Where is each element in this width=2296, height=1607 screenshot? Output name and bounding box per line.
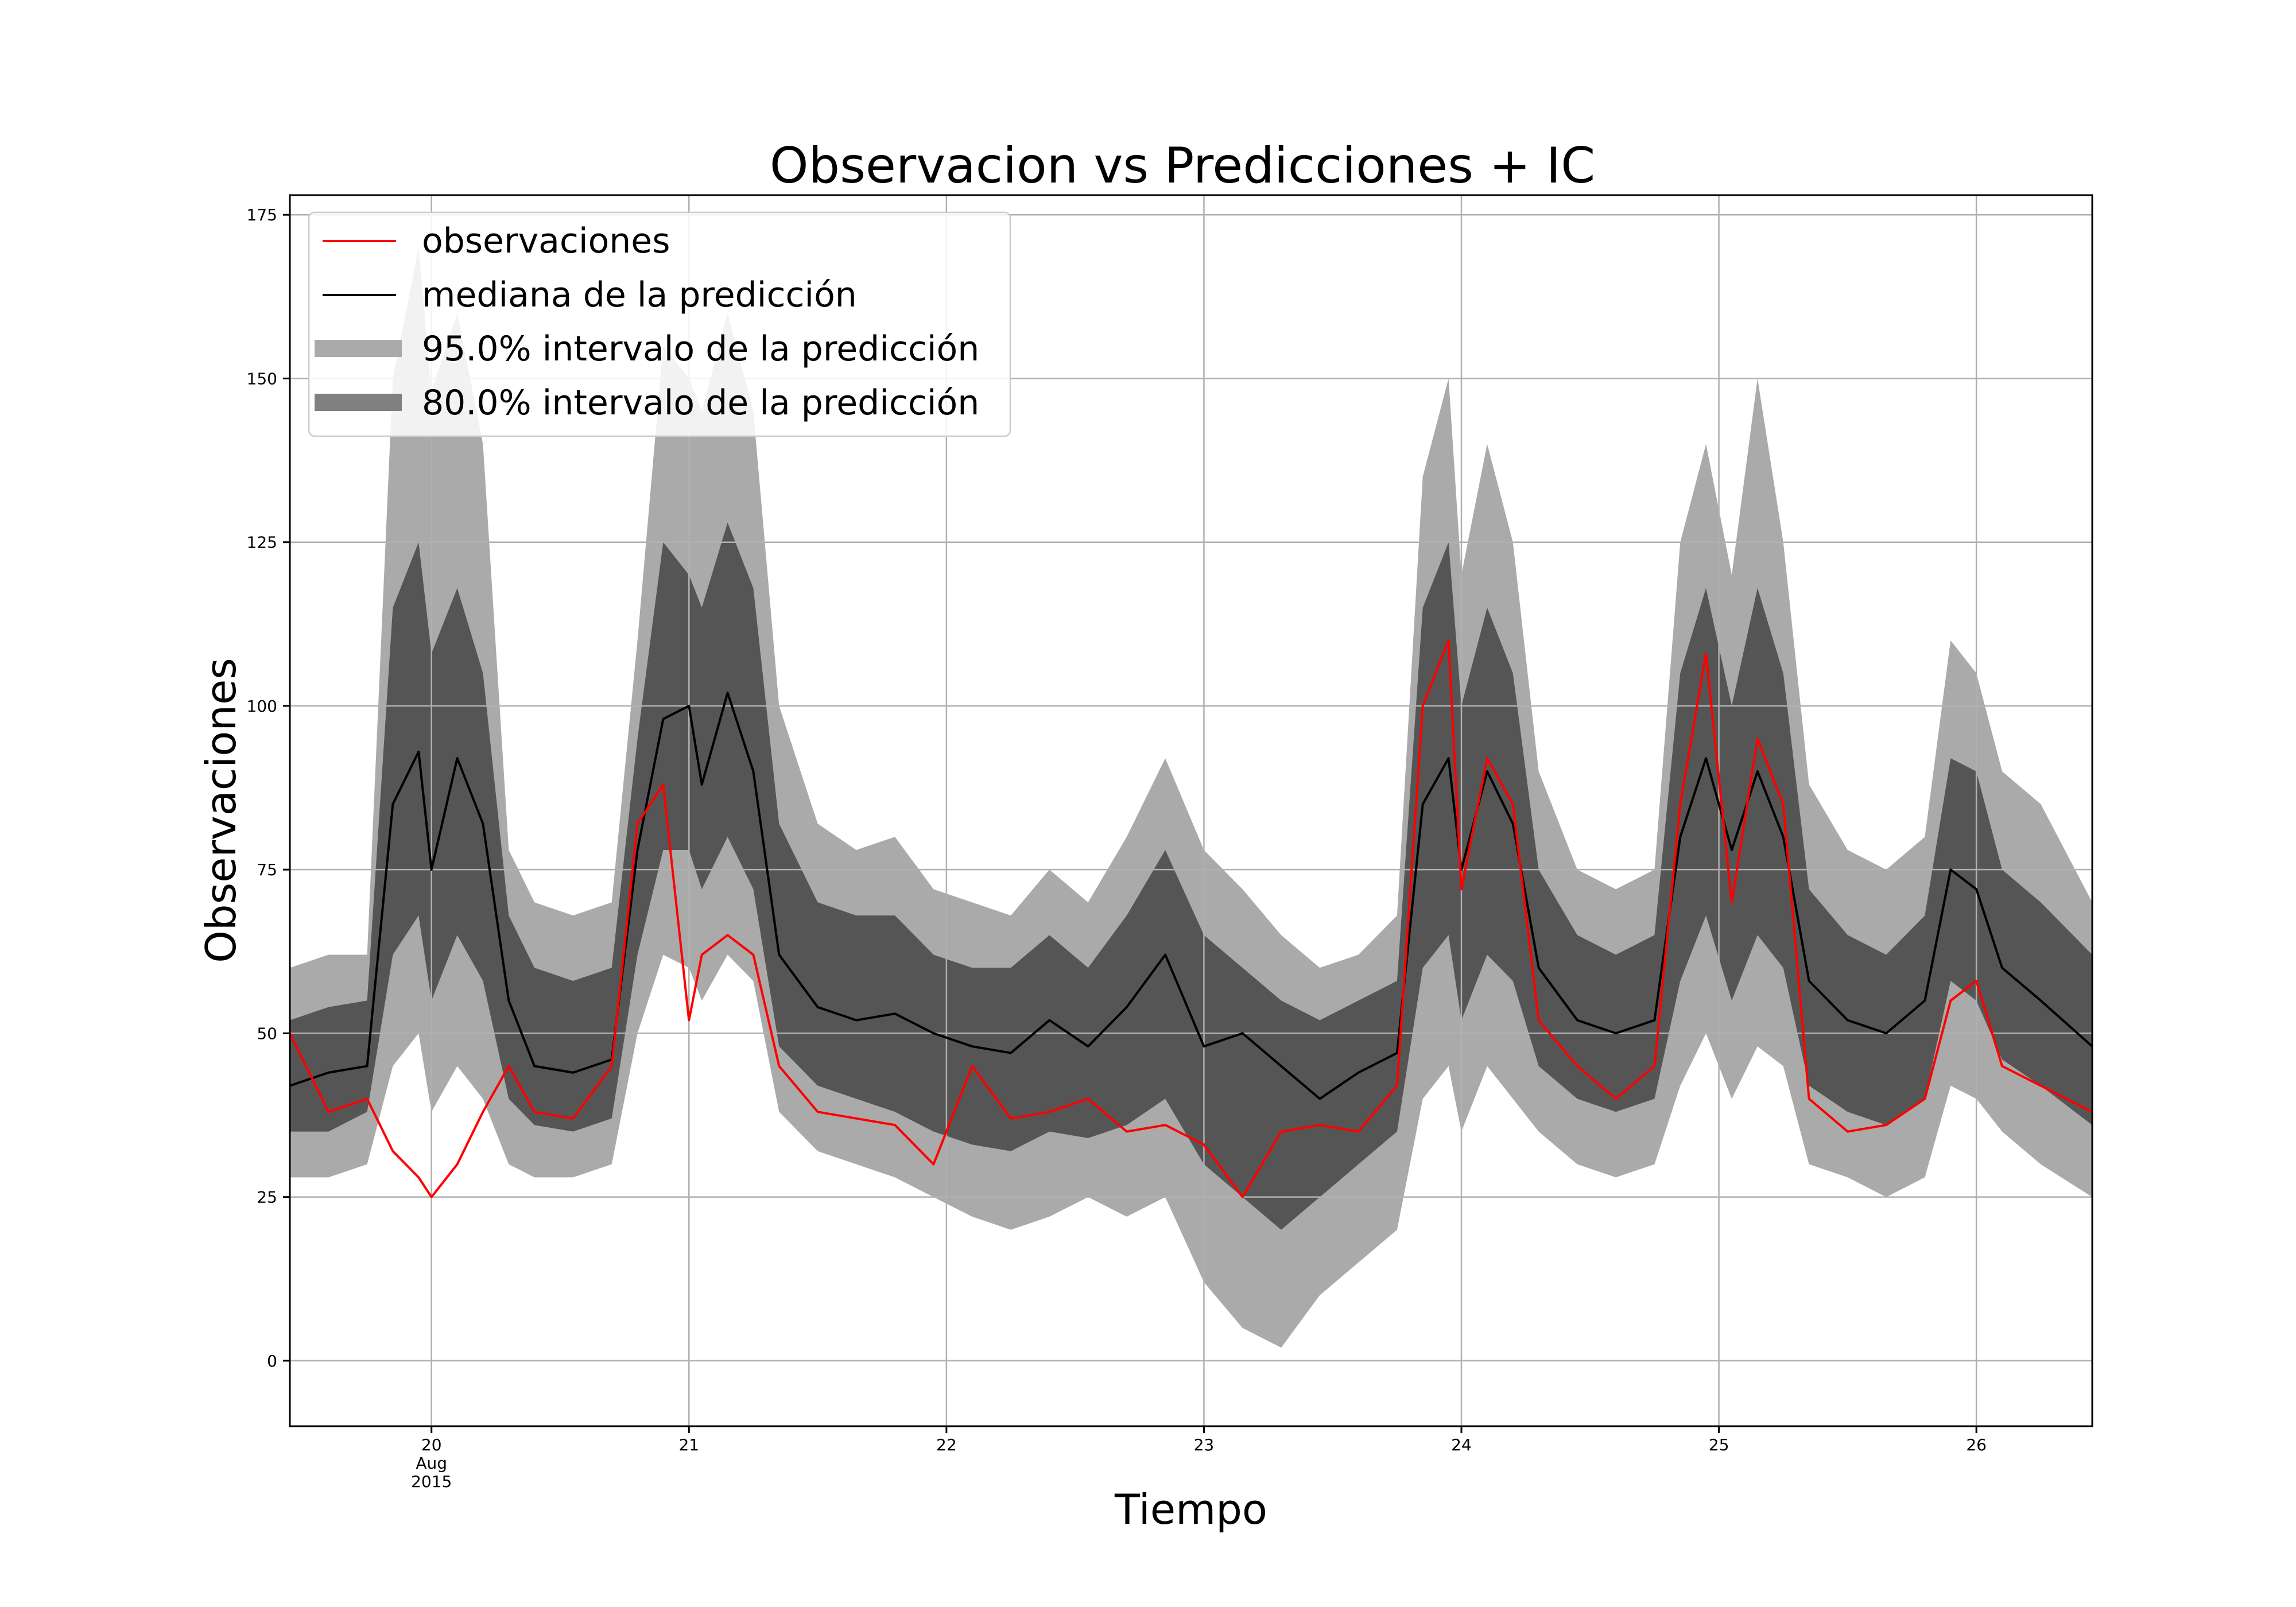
- y-tick-label: 50: [257, 1024, 277, 1043]
- legend-frame: [308, 211, 1011, 437]
- legend-label-80: 80.0% intervalo de la predicción: [422, 383, 979, 423]
- y-tick-label: 100: [247, 697, 277, 716]
- x-tick-label: 25: [1709, 1435, 1729, 1454]
- x-tick-label: 21: [678, 1435, 699, 1454]
- legend-label-mediana: mediana de la predicción: [422, 275, 857, 315]
- y-tick-label: 25: [257, 1188, 277, 1207]
- x-axis-label: Tiempo: [1114, 1485, 1267, 1534]
- x-tick-label: 26: [1966, 1435, 1987, 1454]
- grid: [290, 195, 2092, 1426]
- y-axis-label: Observaciones: [197, 658, 245, 963]
- y-tick-label: 125: [247, 533, 277, 552]
- x-tick-label: 24: [1451, 1435, 1472, 1454]
- legend: observaciones mediana de la predicción 9…: [308, 211, 1011, 437]
- band-80: [290, 522, 2092, 1230]
- plot-frame: [289, 194, 2093, 1427]
- x-tick-label: 2015: [411, 1472, 452, 1491]
- y-tick-label: 150: [247, 369, 277, 388]
- observations-line: [289, 639, 2093, 1198]
- y-tick-label: 75: [257, 860, 277, 879]
- y-axis-ticks: 0 25 50 75 100 125 150 175: [247, 205, 290, 1371]
- legend-label-observaciones: observaciones: [422, 221, 670, 261]
- median-line-layer: [289, 692, 2093, 1100]
- median-line: [289, 692, 2093, 1100]
- legend-swatch-95: [315, 340, 402, 357]
- x-tick-label: 23: [1194, 1435, 1215, 1454]
- observations-line-layer: [289, 639, 2093, 1198]
- chart-title: Observacion vs Predicciones + IC: [770, 137, 1595, 195]
- x-tick-label: Aug: [416, 1454, 447, 1473]
- legend-label-95: 95.0% intervalo de la predicción: [422, 329, 979, 369]
- x-tick-label: 20: [421, 1435, 442, 1454]
- x-tick-label: 22: [936, 1435, 957, 1454]
- legend-swatch-80: [315, 394, 402, 411]
- band-80-area: [290, 522, 2092, 1230]
- y-tick-label: 175: [247, 205, 277, 224]
- y-tick-label: 0: [267, 1352, 277, 1371]
- plot-area: [289, 194, 2093, 1427]
